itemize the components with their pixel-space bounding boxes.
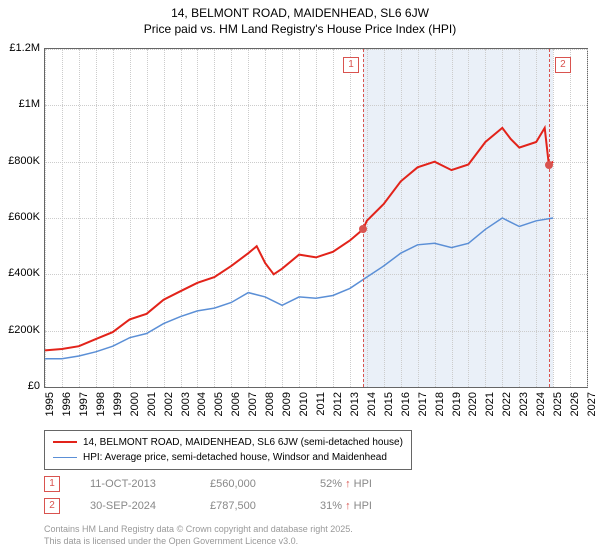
x-tick-label: 2017 <box>417 392 429 422</box>
x-tick-label: 2005 <box>213 392 225 422</box>
x-tick-label: 2010 <box>298 392 310 422</box>
x-tick-label: 2025 <box>552 392 564 422</box>
marker-badge-inline: 2 <box>44 498 60 514</box>
chart-title-block: 14, BELMONT ROAD, MAIDENHEAD, SL6 6JW Pr… <box>0 0 600 37</box>
marker-line <box>549 49 550 387</box>
x-tick-label: 2001 <box>146 392 158 422</box>
price-chart: 14, BELMONT ROAD, MAIDENHEAD, SL6 6JW Pr… <box>0 0 600 560</box>
sale-row: 2 30-SEP-2024 £787,500 31% ↑ HPI <box>44 498 372 514</box>
x-tick-label: 2019 <box>451 392 463 422</box>
x-tick-label: 2016 <box>400 392 412 422</box>
x-tick-label: 1999 <box>112 392 124 422</box>
x-tick-label: 2000 <box>129 392 141 422</box>
y-tick-label: £1.2M <box>0 42 40 54</box>
x-tick-label: 1995 <box>44 392 56 422</box>
x-tick-label: 2018 <box>434 392 446 422</box>
sale-date: 11-OCT-2013 <box>90 478 180 490</box>
sale-vs-hpi: 31% ↑ HPI <box>320 500 372 512</box>
legend-item-property: 14, BELMONT ROAD, MAIDENHEAD, SL6 6JW (s… <box>53 435 403 450</box>
footer-attribution: Contains HM Land Registry data © Crown c… <box>44 524 353 547</box>
x-tick-label: 2007 <box>247 392 259 422</box>
x-tick-label: 2024 <box>535 392 547 422</box>
x-tick-label: 2011 <box>315 392 327 422</box>
x-tick-label: 2022 <box>501 392 513 422</box>
x-tick-label: 2008 <box>264 392 276 422</box>
x-tick-label: 2027 <box>586 392 598 422</box>
sale-vs-hpi: 52% ↑ HPI <box>320 478 372 490</box>
y-tick-label: £400K <box>0 267 40 279</box>
x-tick-label: 2004 <box>196 392 208 422</box>
marker-badge-inline: 1 <box>44 476 60 492</box>
x-tick-label: 2023 <box>518 392 530 422</box>
chart-title: 14, BELMONT ROAD, MAIDENHEAD, SL6 6JW <box>0 6 600 22</box>
series-hpi <box>45 218 553 359</box>
sale-price: £787,500 <box>210 500 290 512</box>
x-tick-label: 1998 <box>95 392 107 422</box>
plot-area: 12 <box>44 48 588 388</box>
x-tick-label: 2021 <box>484 392 496 422</box>
y-tick-label: £0 <box>0 380 40 392</box>
x-tick-label: 2026 <box>569 392 581 422</box>
sale-price: £560,000 <box>210 478 290 490</box>
sale-markers-table: 1 11-OCT-2013 £560,000 52% ↑ HPI 2 30-SEP-202… <box>44 476 372 520</box>
sale-date: 30-SEP-2024 <box>90 500 180 512</box>
up-arrow-icon: ↑ <box>345 500 351 512</box>
x-tick-label: 2002 <box>163 392 175 422</box>
chart-subtitle: Price paid vs. HM Land Registry's House … <box>0 22 600 38</box>
x-tick-label: 2006 <box>230 392 242 422</box>
legend: 14, BELMONT ROAD, MAIDENHEAD, SL6 6JW (s… <box>44 430 412 470</box>
x-tick-label: 2015 <box>383 392 395 422</box>
series-property <box>45 128 553 351</box>
marker-dot <box>359 225 367 233</box>
y-tick-label: £600K <box>0 211 40 223</box>
legend-item-hpi: HPI: Average price, semi-detached house,… <box>53 450 403 465</box>
x-tick-label: 2003 <box>180 392 192 422</box>
x-tick-label: 1997 <box>78 392 90 422</box>
marker-badge: 1 <box>343 57 359 73</box>
y-tick-label: £1M <box>0 98 40 110</box>
x-tick-label: 1996 <box>61 392 73 422</box>
up-arrow-icon: ↑ <box>345 478 351 490</box>
marker-badge: 2 <box>555 57 571 73</box>
sale-row: 1 11-OCT-2013 £560,000 52% ↑ HPI <box>44 476 372 492</box>
x-tick-label: 2020 <box>467 392 479 422</box>
x-tick-label: 2009 <box>281 392 293 422</box>
x-tick-label: 2012 <box>332 392 344 422</box>
y-tick-label: £800K <box>0 155 40 167</box>
x-tick-label: 2014 <box>366 392 378 422</box>
marker-line <box>363 49 364 387</box>
y-tick-label: £200K <box>0 324 40 336</box>
x-tick-label: 2013 <box>349 392 361 422</box>
marker-dot <box>545 161 553 169</box>
